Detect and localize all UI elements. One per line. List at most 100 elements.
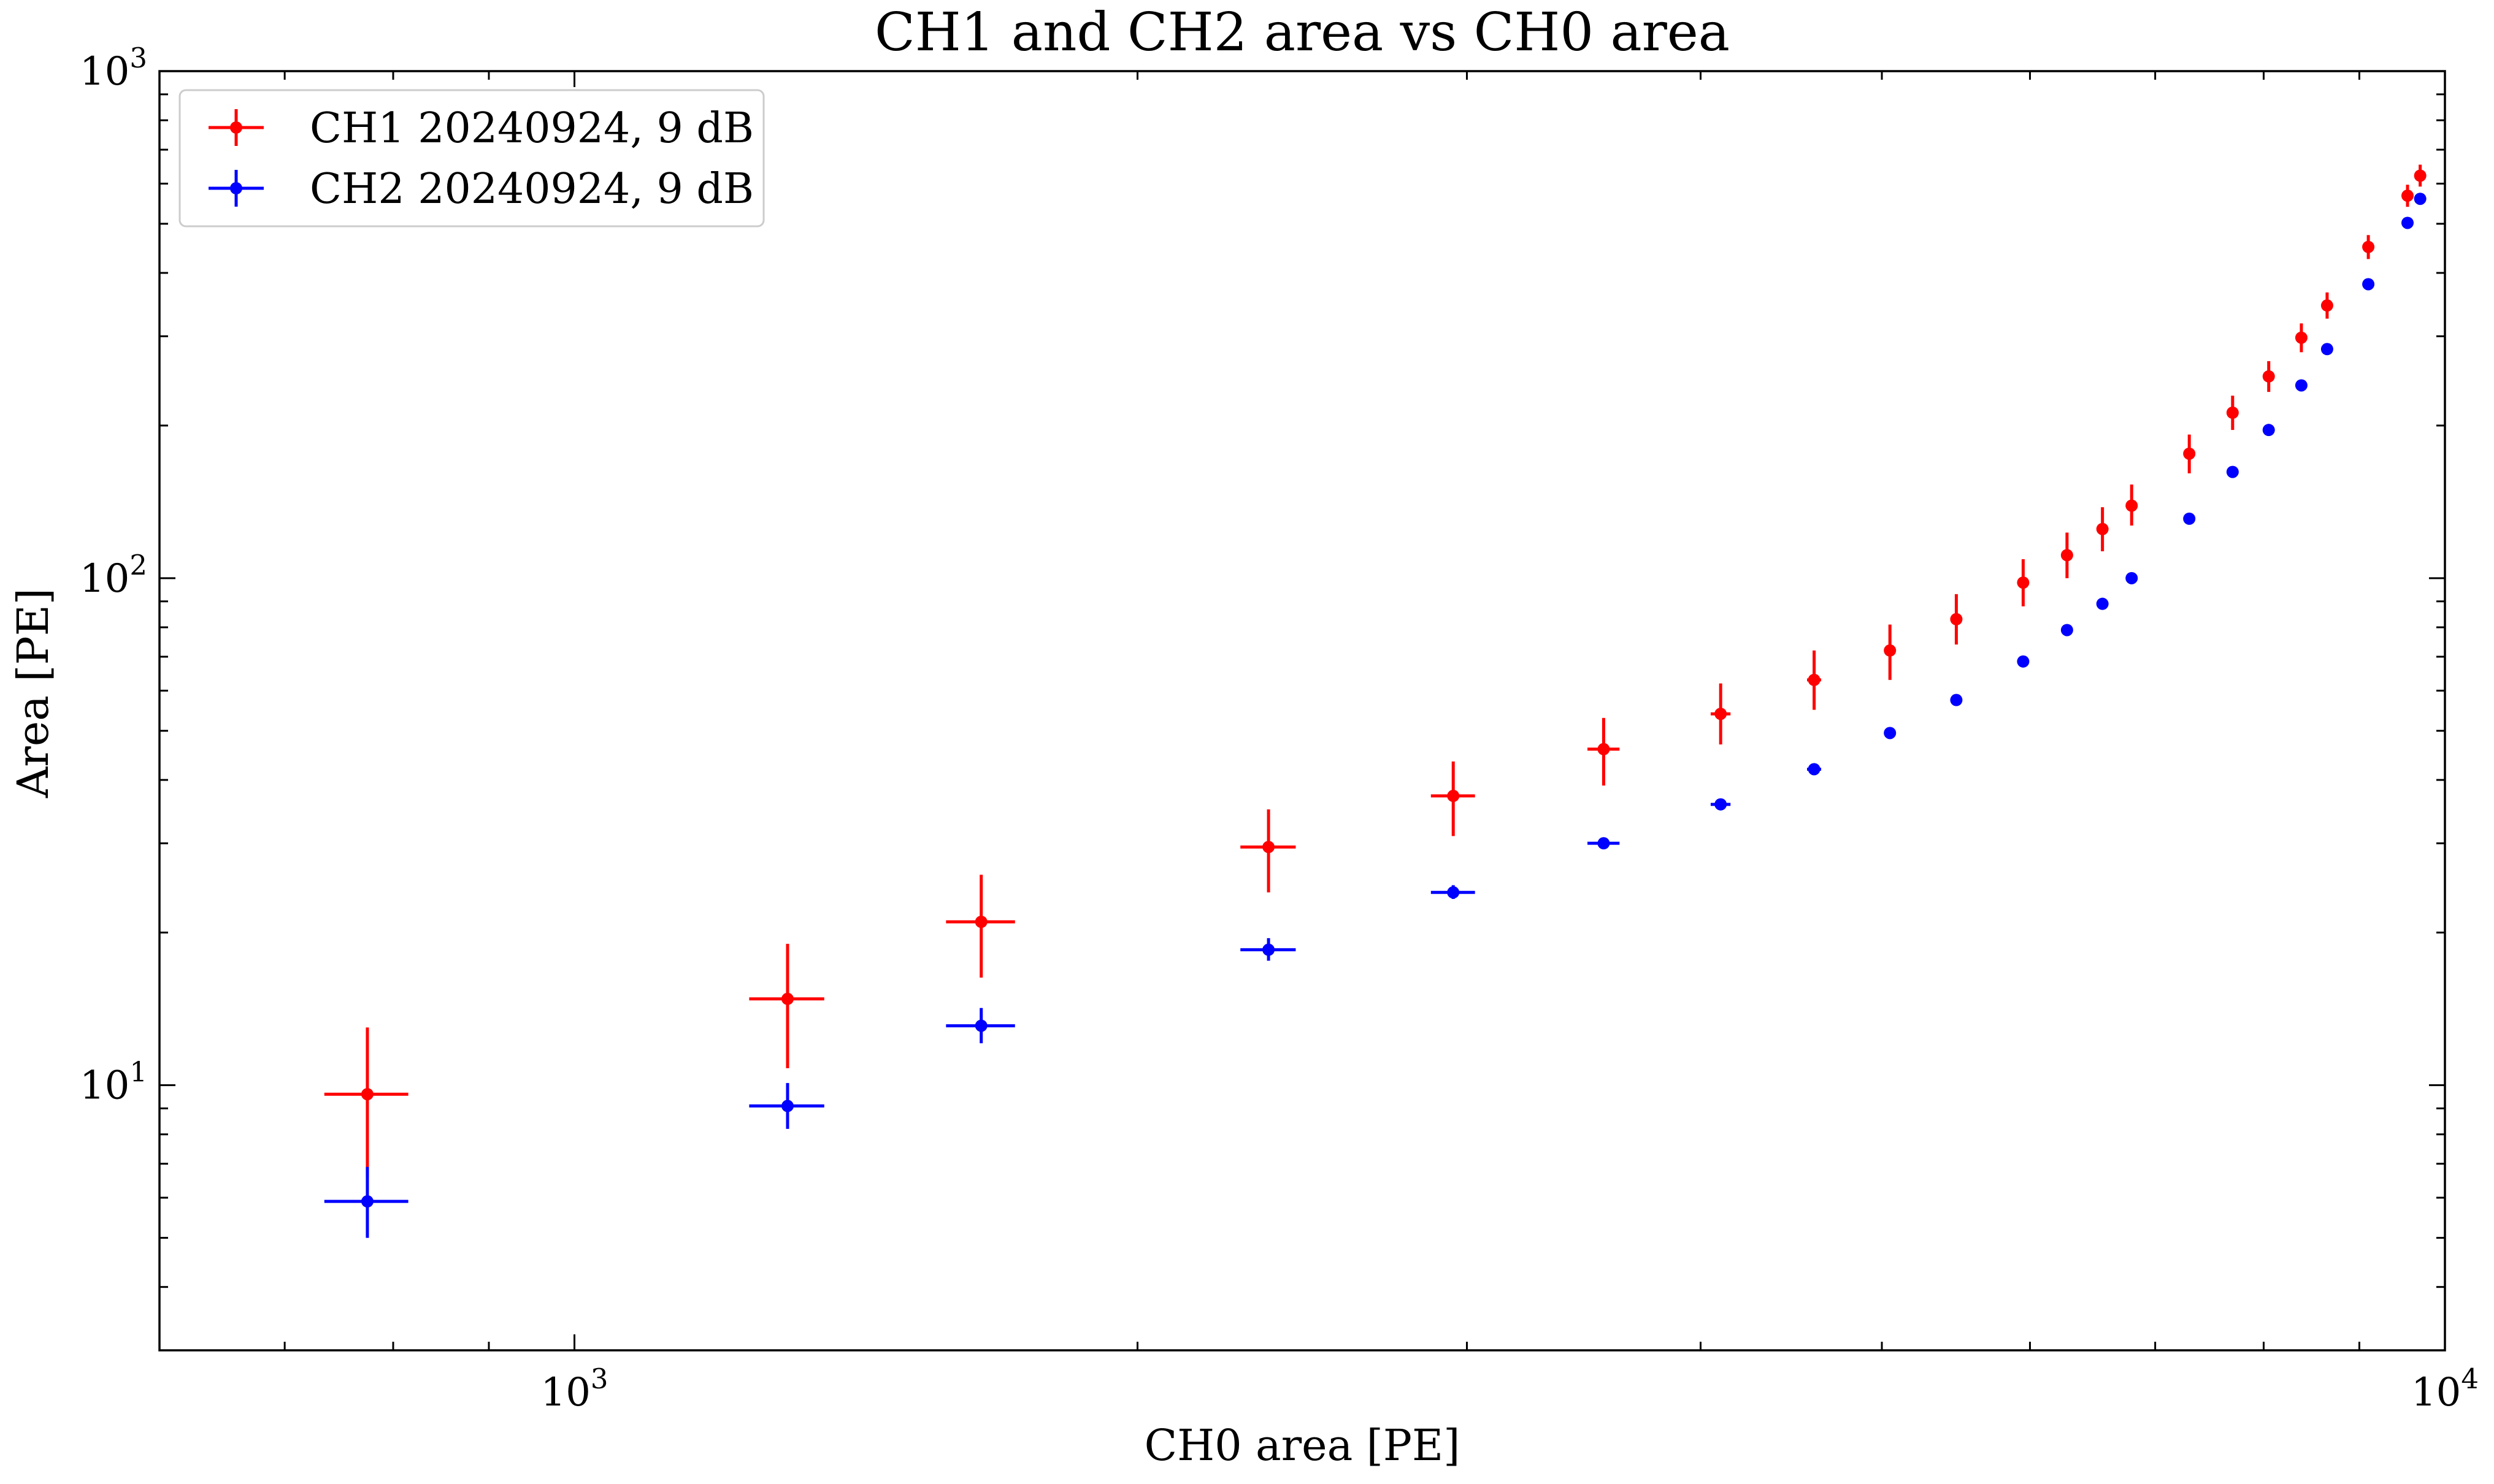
data-point [946, 874, 1015, 978]
data-point [749, 944, 824, 1069]
y-tick-label: 103 [80, 42, 147, 94]
marker [1447, 886, 1460, 899]
x-tick-label: 103 [540, 1363, 608, 1415]
marker [1950, 694, 1963, 706]
data-point [2017, 559, 2030, 606]
data-point [2226, 396, 2239, 430]
marker [1950, 613, 1963, 625]
axis-ticks: 103 104 101 102 103 [80, 42, 2479, 1415]
legend: CH1 20240924, 9 dB CH2 20240924, 9 dB [178, 89, 765, 228]
data-point [1807, 650, 1822, 710]
marker [1714, 708, 1727, 721]
x-axis-label: CH0 area [PE] [1145, 1420, 1460, 1471]
data-point [2183, 512, 2196, 525]
data-point [2362, 235, 2375, 259]
data-point [1587, 837, 1620, 850]
y-tick-label: 102 [80, 549, 147, 602]
data-point [2401, 185, 2414, 207]
marker [2414, 169, 2427, 182]
data-point [2060, 532, 2073, 578]
x-tick-label: 104 [2411, 1363, 2479, 1415]
marker [1262, 841, 1275, 854]
legend-label: CH1 20240924, 9 dB [310, 104, 754, 153]
data-point [1710, 798, 1731, 811]
marker [2320, 343, 2333, 356]
marker [1884, 644, 1897, 657]
marker [2362, 278, 2375, 291]
marker [2017, 655, 2030, 668]
data-point [1884, 727, 1897, 740]
data-point [1587, 717, 1620, 786]
plot-frame [158, 70, 2446, 1352]
y-tick-label: 101 [80, 1056, 147, 1109]
data-point [2060, 624, 2073, 637]
series-2 [324, 193, 2427, 1238]
data-point [2096, 507, 2109, 551]
data-series [324, 164, 2427, 1238]
marker [1884, 727, 1897, 740]
data-point [2414, 193, 2427, 205]
data-point [2262, 361, 2275, 392]
marker [1808, 763, 1821, 776]
series-1 [324, 164, 2427, 1177]
data-point [2320, 343, 2333, 356]
marker [2125, 572, 2138, 584]
data-point [324, 1027, 409, 1177]
y-axis-label: Area [PE] [8, 588, 58, 798]
data-point [749, 1083, 824, 1129]
marker [2226, 465, 2239, 478]
data-point [2295, 379, 2308, 392]
legend-item-1: CH1 20240924, 9 dB [209, 104, 754, 153]
legend-label: CH2 20240924, 9 dB [310, 165, 754, 213]
data-point [2401, 216, 2414, 229]
marker [2262, 424, 2275, 437]
chart-title: CH1 and CH2 area vs CH0 area [875, 2, 1730, 63]
marker [361, 1195, 374, 1208]
marker [1597, 743, 1610, 755]
data-point [2125, 484, 2138, 526]
marker [2183, 447, 2196, 460]
marker [975, 916, 988, 928]
legend-marker [230, 121, 242, 134]
marker [2401, 216, 2414, 229]
data-point [1710, 683, 1731, 744]
marker [2060, 549, 2073, 562]
marker [2401, 189, 2414, 202]
marker [2060, 624, 2073, 637]
marker [2295, 379, 2308, 392]
marker [1597, 837, 1610, 850]
marker [2320, 299, 2333, 312]
marker [1714, 798, 1727, 811]
marker [2262, 370, 2275, 383]
data-point [1950, 594, 1963, 644]
data-point [1240, 809, 1296, 893]
data-point [1430, 761, 1475, 836]
marker [2295, 331, 2308, 344]
marker [781, 1100, 794, 1112]
data-point [2295, 323, 2308, 353]
data-point [2017, 655, 2030, 668]
marker [2414, 193, 2427, 205]
data-point [1950, 694, 1963, 706]
marker [1447, 789, 1460, 802]
data-point [1430, 885, 1475, 899]
data-point [2125, 572, 2138, 584]
data-point [2096, 597, 2109, 610]
marker [2096, 522, 2109, 535]
data-point [2262, 424, 2275, 437]
data-point [2362, 278, 2375, 291]
data-point [2226, 465, 2239, 478]
marker [1808, 673, 1821, 686]
data-point [2183, 434, 2196, 473]
data-point [1807, 763, 1822, 776]
marker [975, 1019, 988, 1032]
marker [2125, 499, 2138, 512]
marker [2362, 240, 2375, 253]
data-point [2320, 292, 2333, 319]
marker [2226, 407, 2239, 419]
data-point [324, 1166, 409, 1238]
marker [2096, 597, 2109, 610]
legend-marker [230, 182, 242, 194]
